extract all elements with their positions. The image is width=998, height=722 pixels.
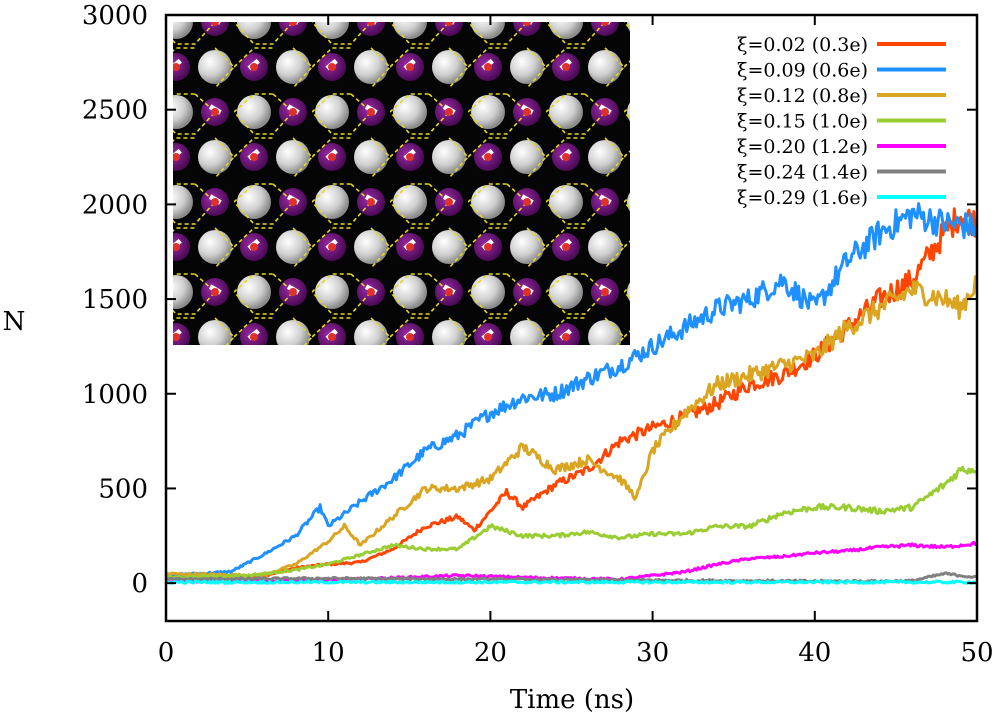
x-tick-label: 20 xyxy=(474,638,507,668)
series-line-3 xyxy=(166,275,977,578)
series-line-4 xyxy=(166,465,977,580)
y-tick-label: 2500 xyxy=(82,96,148,126)
legend-label-5: ξ=0.20 (1.2e) xyxy=(737,136,868,158)
inset-image xyxy=(173,22,630,345)
legend-label-2: ξ=0.09 (0.6e) xyxy=(737,60,868,82)
y-tick-label: 500 xyxy=(98,474,148,504)
plot-frame xyxy=(164,13,979,623)
series-line-2 xyxy=(166,202,977,578)
x-tick-label: 50 xyxy=(960,638,993,668)
x-tick-label: 10 xyxy=(312,638,345,668)
y-tick-label: 2000 xyxy=(82,190,148,220)
legend-label-3: ξ=0.12 (0.8e) xyxy=(737,85,868,107)
x-tick-label: 0 xyxy=(158,638,175,668)
legend-label-1: ξ=0.02 (0.3e) xyxy=(737,34,868,56)
series-line-5 xyxy=(166,540,977,584)
x-tick-label: 30 xyxy=(636,638,669,668)
x-tick-label: 40 xyxy=(798,638,831,668)
y-tick-label: 3000 xyxy=(82,1,148,31)
y-tick-label: 1000 xyxy=(82,380,148,410)
x-axis-label: Time (ns) xyxy=(510,685,634,715)
y-axis-label: N xyxy=(3,307,26,337)
legend-label-7: ξ=0.29 (1.6e) xyxy=(737,187,868,209)
series-line-7 xyxy=(166,579,977,585)
legend-label-6: ξ=0.24 (1.4e) xyxy=(737,162,868,184)
y-tick-label: 1500 xyxy=(82,285,148,315)
y-tick-label: 0 xyxy=(131,569,148,599)
legend-label-4: ξ=0.15 (1.0e) xyxy=(737,111,868,133)
